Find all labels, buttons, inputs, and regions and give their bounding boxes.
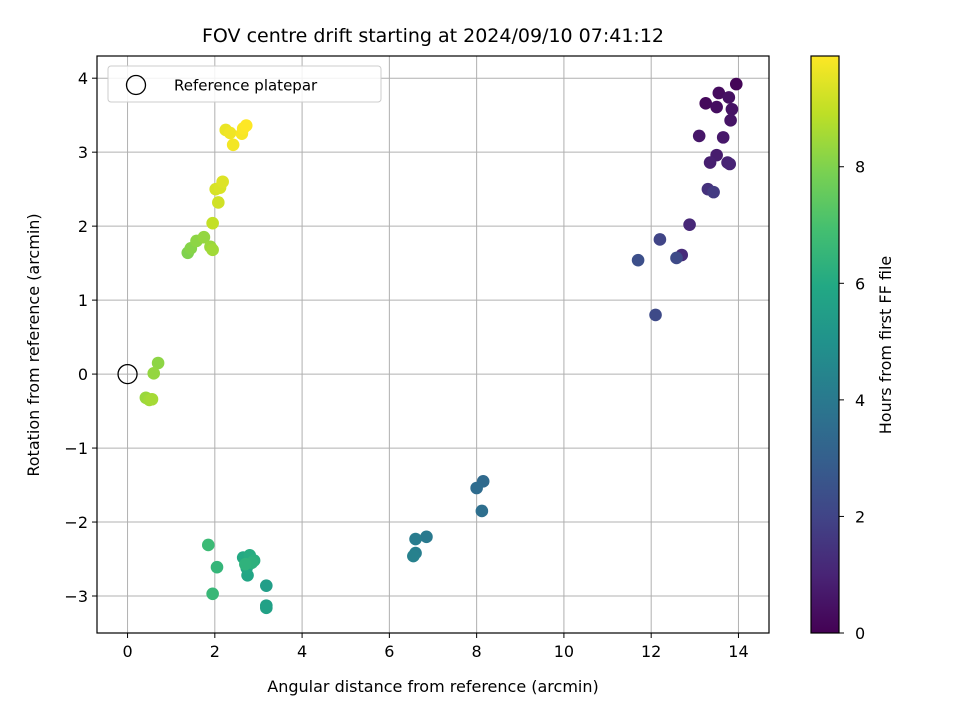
data-point — [260, 601, 273, 615]
y-axis-ticks: −3 −2 −1 0 1 2 3 4 — [64, 69, 97, 606]
data-point — [226, 138, 240, 152]
data-point — [239, 119, 253, 132]
y-tick-label: 0 — [78, 365, 88, 384]
colorbar-tick-label: 0 — [855, 624, 865, 643]
data-point — [409, 532, 422, 546]
x-axis-label: Angular distance from reference (arcmin) — [267, 677, 598, 696]
x-tick-label: 8 — [472, 642, 482, 661]
data-point — [147, 367, 161, 380]
colorbar-tick-label: 6 — [855, 274, 865, 293]
data-point — [420, 530, 433, 544]
data-point — [216, 175, 229, 189]
data-point — [710, 100, 723, 114]
data-point — [699, 97, 713, 110]
y-tick-label: −1 — [64, 439, 88, 458]
data-point — [683, 218, 696, 231]
legend-reference-label: Reference platepar — [174, 77, 318, 95]
data-point — [206, 587, 219, 601]
colorbar-frame — [810, 55, 840, 634]
y-tick-label: 2 — [78, 217, 88, 236]
data-point — [407, 549, 420, 563]
data-points — [139, 77, 743, 615]
colorbar-tick-label: 4 — [855, 391, 865, 410]
y-tick-label: 3 — [78, 143, 88, 162]
data-point — [145, 392, 159, 406]
legend-box — [107, 65, 382, 103]
legend: Reference platepar — [107, 65, 382, 103]
colorbar-gradient — [811, 56, 839, 633]
y-tick-label: −2 — [64, 513, 88, 532]
data-point — [212, 196, 225, 209]
colorbar-ticks: 0 2 4 6 8 — [839, 158, 865, 643]
x-tick-label: 0 — [122, 642, 132, 661]
legend-reference-marker — [125, 74, 147, 96]
data-point — [707, 185, 720, 199]
data-point — [712, 86, 726, 100]
data-point — [223, 126, 237, 140]
x-tick-label: 14 — [728, 642, 748, 661]
x-tick-label: 4 — [297, 642, 307, 661]
x-tick-label: 2 — [210, 642, 220, 661]
data-point — [653, 233, 667, 246]
data-point — [729, 77, 743, 91]
x-axis-ticks: 0 2 4 6 8 10 12 14 — [122, 633, 749, 661]
colorbar: 0 2 4 6 8 Hours from first FF file — [810, 55, 895, 643]
data-point — [475, 504, 489, 518]
data-point — [716, 131, 730, 144]
colorbar-label: Hours from first FF file — [876, 256, 895, 435]
grid-lines — [97, 56, 769, 633]
chart-title: FOV centre drift starting at 2024/09/10 … — [202, 25, 664, 47]
x-tick-label: 10 — [554, 642, 574, 661]
data-point — [206, 216, 219, 230]
data-point — [722, 91, 736, 104]
data-point — [692, 129, 706, 143]
plot-frame — [96, 55, 770, 634]
data-point — [201, 538, 215, 552]
colorbar-tick-label: 2 — [855, 507, 865, 526]
data-point — [151, 356, 165, 370]
data-point — [649, 308, 662, 322]
data-point — [723, 157, 737, 171]
y-axis-label: Rotation from reference (arcmin) — [24, 213, 43, 476]
data-point — [239, 557, 252, 571]
data-point — [206, 243, 219, 257]
reference-layer — [117, 363, 138, 385]
x-tick-label: 12 — [641, 642, 661, 661]
data-point — [197, 230, 211, 244]
data-point — [470, 481, 483, 495]
data-point — [631, 253, 645, 267]
data-point — [725, 102, 739, 116]
reference-platepar-marker — [117, 363, 138, 385]
y-tick-label: 4 — [78, 69, 88, 88]
data-point — [210, 560, 224, 574]
y-tick-label: 1 — [78, 291, 88, 310]
data-point — [260, 579, 273, 592]
data-point — [670, 251, 683, 265]
colorbar-tick-label: 8 — [855, 158, 865, 177]
x-tick-label: 6 — [384, 642, 394, 661]
data-point — [703, 156, 717, 169]
data-point — [724, 114, 737, 127]
y-tick-label: −3 — [64, 587, 88, 606]
